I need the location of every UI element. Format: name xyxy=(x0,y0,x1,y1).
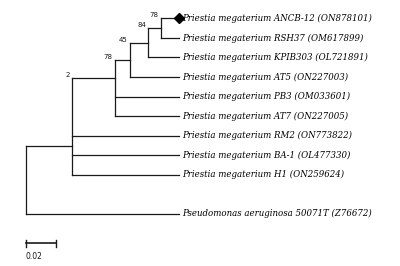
Text: 2: 2 xyxy=(65,72,70,78)
Text: 78: 78 xyxy=(149,13,158,18)
Text: Priestia megaterium PB3 (OM033601): Priestia megaterium PB3 (OM033601) xyxy=(182,92,350,101)
Text: Pseudomonas aeruginosa 50071T (Z76672): Pseudomonas aeruginosa 50071T (Z76672) xyxy=(182,209,372,218)
Text: Priestia megaterium BA-1 (OL477330): Priestia megaterium BA-1 (OL477330) xyxy=(182,151,350,160)
Text: Priestia megaterium AT7 (ON227005): Priestia megaterium AT7 (ON227005) xyxy=(182,111,348,121)
Text: Priestia megaterium RSH37 (OM617899): Priestia megaterium RSH37 (OM617899) xyxy=(182,34,364,43)
Text: 78: 78 xyxy=(103,54,112,60)
Text: Priestia megaterium ANCB-12 (ON878101): Priestia megaterium ANCB-12 (ON878101) xyxy=(182,14,372,23)
Text: 0.02: 0.02 xyxy=(26,252,43,261)
Text: 84: 84 xyxy=(137,22,146,28)
Text: Priestia megaterium H1 (ON259624): Priestia megaterium H1 (ON259624) xyxy=(182,170,344,179)
Text: Priestia megaterium AT5 (ON227003): Priestia megaterium AT5 (ON227003) xyxy=(182,72,348,82)
Text: 45: 45 xyxy=(119,37,128,43)
Text: Priestia megaterium RM2 (ON773822): Priestia megaterium RM2 (ON773822) xyxy=(182,131,352,140)
Text: Priestia megaterium KPIB303 (OL721891): Priestia megaterium KPIB303 (OL721891) xyxy=(182,53,368,62)
